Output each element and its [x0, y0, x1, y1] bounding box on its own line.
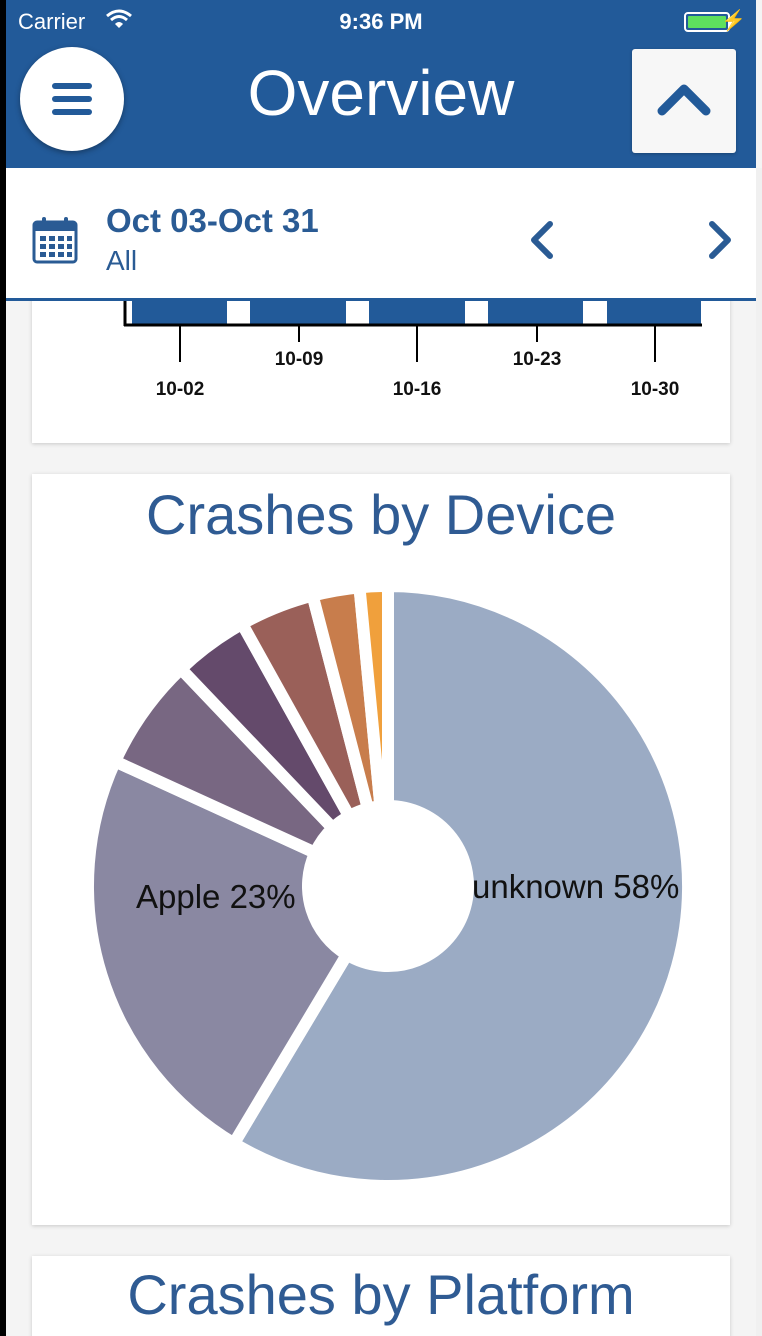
menu-button[interactable]: [20, 47, 124, 151]
tick-label: 10-16: [393, 379, 442, 400]
device-frame-edge: [0, 0, 6, 1336]
slice-label: unknown 58%: [472, 868, 679, 905]
chevron-right-icon[interactable]: [704, 220, 736, 260]
pie-slice[interactable]: [225, 579, 694, 1192]
chevron-left-icon[interactable]: [526, 220, 558, 260]
crashes-by-device-card: Crashes by Device unknown 58% Apple 23%: [32, 474, 730, 1225]
date-range-text[interactable]: Oct 03-Oct 31: [106, 202, 319, 239]
tick-label: 10-23: [513, 349, 562, 370]
status-time: 9:36 PM: [339, 9, 423, 34]
battery-icon: [684, 12, 734, 32]
scroll-up-button[interactable]: [632, 49, 736, 153]
carrier-label: Carrier: [18, 9, 86, 34]
calendar-icon[interactable]: [32, 216, 78, 264]
status-bar: Carrier 9:36 PM ⚡: [6, 0, 756, 44]
app-header: Carrier 9:36 PM ⚡ Overview: [6, 0, 756, 168]
chart-title: Crashes by Device: [146, 483, 616, 546]
crash-timeline-card: 10-09 10-23 10-02 10-16 10-30: [32, 280, 730, 443]
pie-slice[interactable]: [82, 753, 356, 1152]
crashes-by-platform-card: Crashes by Platform: [32, 1256, 730, 1336]
chevron-up-icon: [657, 84, 711, 116]
filter-text[interactable]: All: [106, 245, 138, 276]
wifi-icon: [106, 8, 132, 36]
device-pie-chart: unknown 58% Apple 23%: [82, 579, 694, 1192]
timeline-chart: 10-09 10-23 10-02 10-16 10-30: [123, 280, 702, 400]
tick-label: 10-09: [275, 349, 324, 370]
tick-label: 10-02: [156, 379, 205, 400]
page-title: Overview: [247, 57, 515, 129]
scroll-track: [756, 168, 762, 1336]
chart-title: Crashes by Platform: [127, 1263, 635, 1326]
tick-label: 10-30: [631, 379, 680, 400]
pie-slice[interactable]: [352, 579, 394, 813]
slice-label: Apple 23%: [136, 878, 296, 915]
charging-icon: ⚡: [721, 10, 746, 32]
date-range-bar: Oct 03-Oct 31 All: [6, 168, 756, 301]
